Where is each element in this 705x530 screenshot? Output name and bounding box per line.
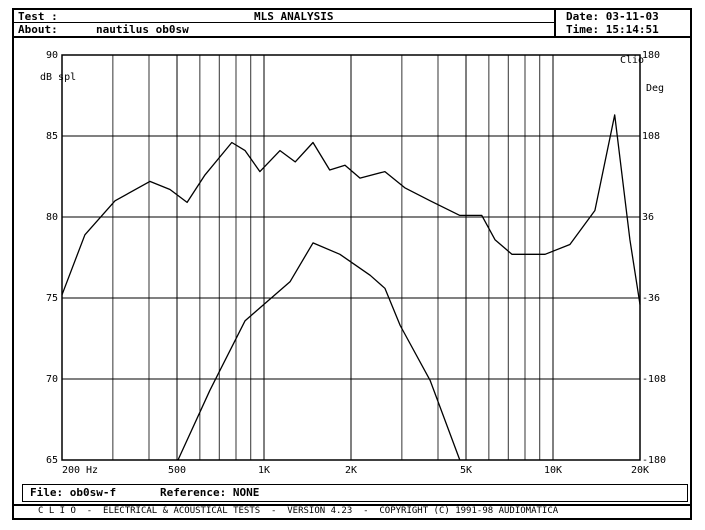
y2-tick-label: 36: [642, 212, 654, 223]
y2-label: Deg: [646, 83, 664, 94]
x-tick-label: 2K: [345, 465, 357, 476]
x-tick-label: 20K: [631, 465, 649, 476]
test-label: Test :: [18, 10, 58, 23]
reference: Reference: NONE: [160, 486, 260, 499]
y-tick-label: 80: [46, 212, 58, 223]
file: File: ob0sw-f: [30, 486, 117, 499]
frame: Test : MLS ANALYSIS Date: 03-11-03 About…: [12, 8, 692, 520]
y2-tick-label: 180: [642, 50, 660, 61]
y-tick-label: 90: [46, 50, 58, 61]
x-tick-label: 10K: [544, 465, 562, 476]
y2-tick-label: 108: [642, 131, 660, 142]
footer-rule: [14, 504, 690, 506]
header-rule: [14, 22, 554, 23]
y2-tick-label: -108: [642, 374, 666, 385]
header-divider: [554, 10, 556, 36]
time: Time: 15:14:51: [566, 23, 659, 36]
about-label: About:: [18, 23, 58, 36]
brand: Clio: [620, 55, 644, 66]
x-tick-label: 200: [62, 465, 80, 476]
y-tick-label: 75: [46, 293, 58, 304]
x-tick-label: 500: [168, 465, 186, 476]
date: Date: 03-11-03: [566, 10, 659, 23]
y2-tick-label: -36: [642, 293, 660, 304]
x-tick-label: 1K: [258, 465, 270, 476]
y-tick-label: 65: [46, 455, 58, 466]
curve: [61, 114, 641, 305]
x-tick-label: 5K: [460, 465, 472, 476]
curve: [177, 242, 461, 461]
header: [14, 10, 690, 38]
y-label: dB spl: [40, 72, 76, 83]
about-text: nautilus ob0sw: [96, 23, 189, 36]
file-box: [22, 484, 688, 502]
y-tick-label: 70: [46, 374, 58, 385]
x-unit: Hz: [86, 465, 98, 476]
footer: C L I O - ELECTRICAL & ACOUSTICAL TESTS …: [38, 506, 559, 516]
title: MLS ANALYSIS: [254, 10, 334, 23]
y2-tick-label: -180: [642, 455, 666, 466]
y-tick-label: 85: [46, 131, 58, 142]
